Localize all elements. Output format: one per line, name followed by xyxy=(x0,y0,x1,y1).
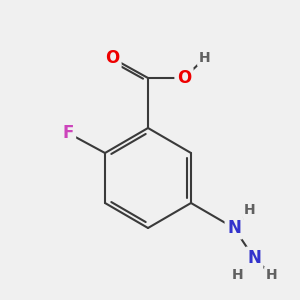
Text: F: F xyxy=(62,124,74,142)
Text: O: O xyxy=(177,69,191,87)
Text: O: O xyxy=(105,49,119,67)
Text: H: H xyxy=(232,268,244,282)
Text: N: N xyxy=(227,219,241,237)
Text: H: H xyxy=(266,268,278,282)
Text: H: H xyxy=(244,203,256,217)
Text: H: H xyxy=(199,51,211,65)
Text: N: N xyxy=(247,249,261,267)
